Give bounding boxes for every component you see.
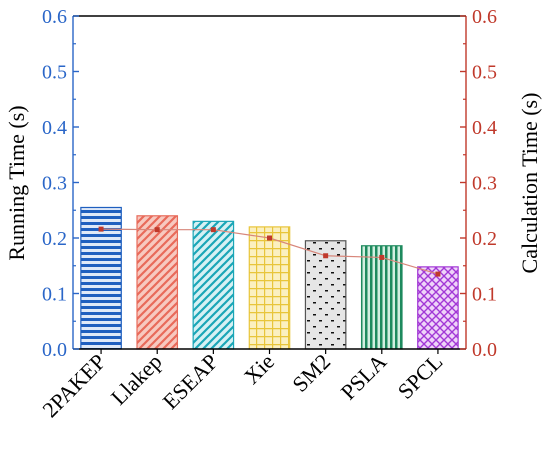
y-axis-label-left: Running Time (s) xyxy=(4,105,29,260)
right-y-tick-label: 0.6 xyxy=(472,6,497,28)
left-y-tick-label: 0.1 xyxy=(42,284,67,306)
calculation-time-point-psla xyxy=(379,254,385,260)
bar-xie xyxy=(248,226,291,350)
left-y-tick-label: 0.4 xyxy=(42,117,67,139)
right-y-tick-label: 0.2 xyxy=(472,228,497,250)
x-tick-label-eseap: ESEAP xyxy=(158,349,223,414)
bar-sm2 xyxy=(304,240,347,350)
bar-eseap xyxy=(192,220,235,350)
calculation-time-point-eseap xyxy=(210,227,216,233)
x-tick-label-spcl: SPCL xyxy=(393,349,448,404)
right-y-tick-label: 0.1 xyxy=(472,284,497,306)
y-axis-label-right: Calculation Time (s) xyxy=(517,93,542,274)
x-tick-label-xie: Xie xyxy=(239,349,279,389)
calculation-time-point-llakep xyxy=(154,227,160,233)
calculation-time-point-xie xyxy=(267,235,272,241)
left-y-tick-label: 0.2 xyxy=(42,228,67,250)
x-tick-label-sm2: SM2 xyxy=(287,349,335,397)
x-tick-label-llakep: Llakep xyxy=(106,349,167,410)
left-y-tick-label: 0.5 xyxy=(42,62,67,84)
x-tick-label-psla: PSLA xyxy=(336,349,392,405)
calculation-time-line-layer xyxy=(98,226,441,277)
bar-psla xyxy=(360,245,403,350)
calculation-time-point-2pakep xyxy=(98,226,104,232)
left-y-tick-label: 0.0 xyxy=(42,339,67,361)
left-y-tick-label: 0.3 xyxy=(42,173,67,195)
bars-layer xyxy=(80,206,459,350)
right-y-tick-label: 0.3 xyxy=(472,173,497,195)
calculation-time-point-spcl xyxy=(435,271,441,277)
bar-spcl xyxy=(417,266,459,350)
right-y-tick-label: 0.4 xyxy=(472,117,497,139)
calculation-time-point-sm2 xyxy=(323,253,329,259)
right-y-tick-label: 0.0 xyxy=(472,339,497,361)
bar-llakep xyxy=(136,215,179,350)
left-y-tick-label: 0.6 xyxy=(42,6,67,28)
labels-layer: Running Time (s) Calculation Time (s) xyxy=(4,93,542,274)
right-y-tick-label: 0.5 xyxy=(472,62,497,84)
